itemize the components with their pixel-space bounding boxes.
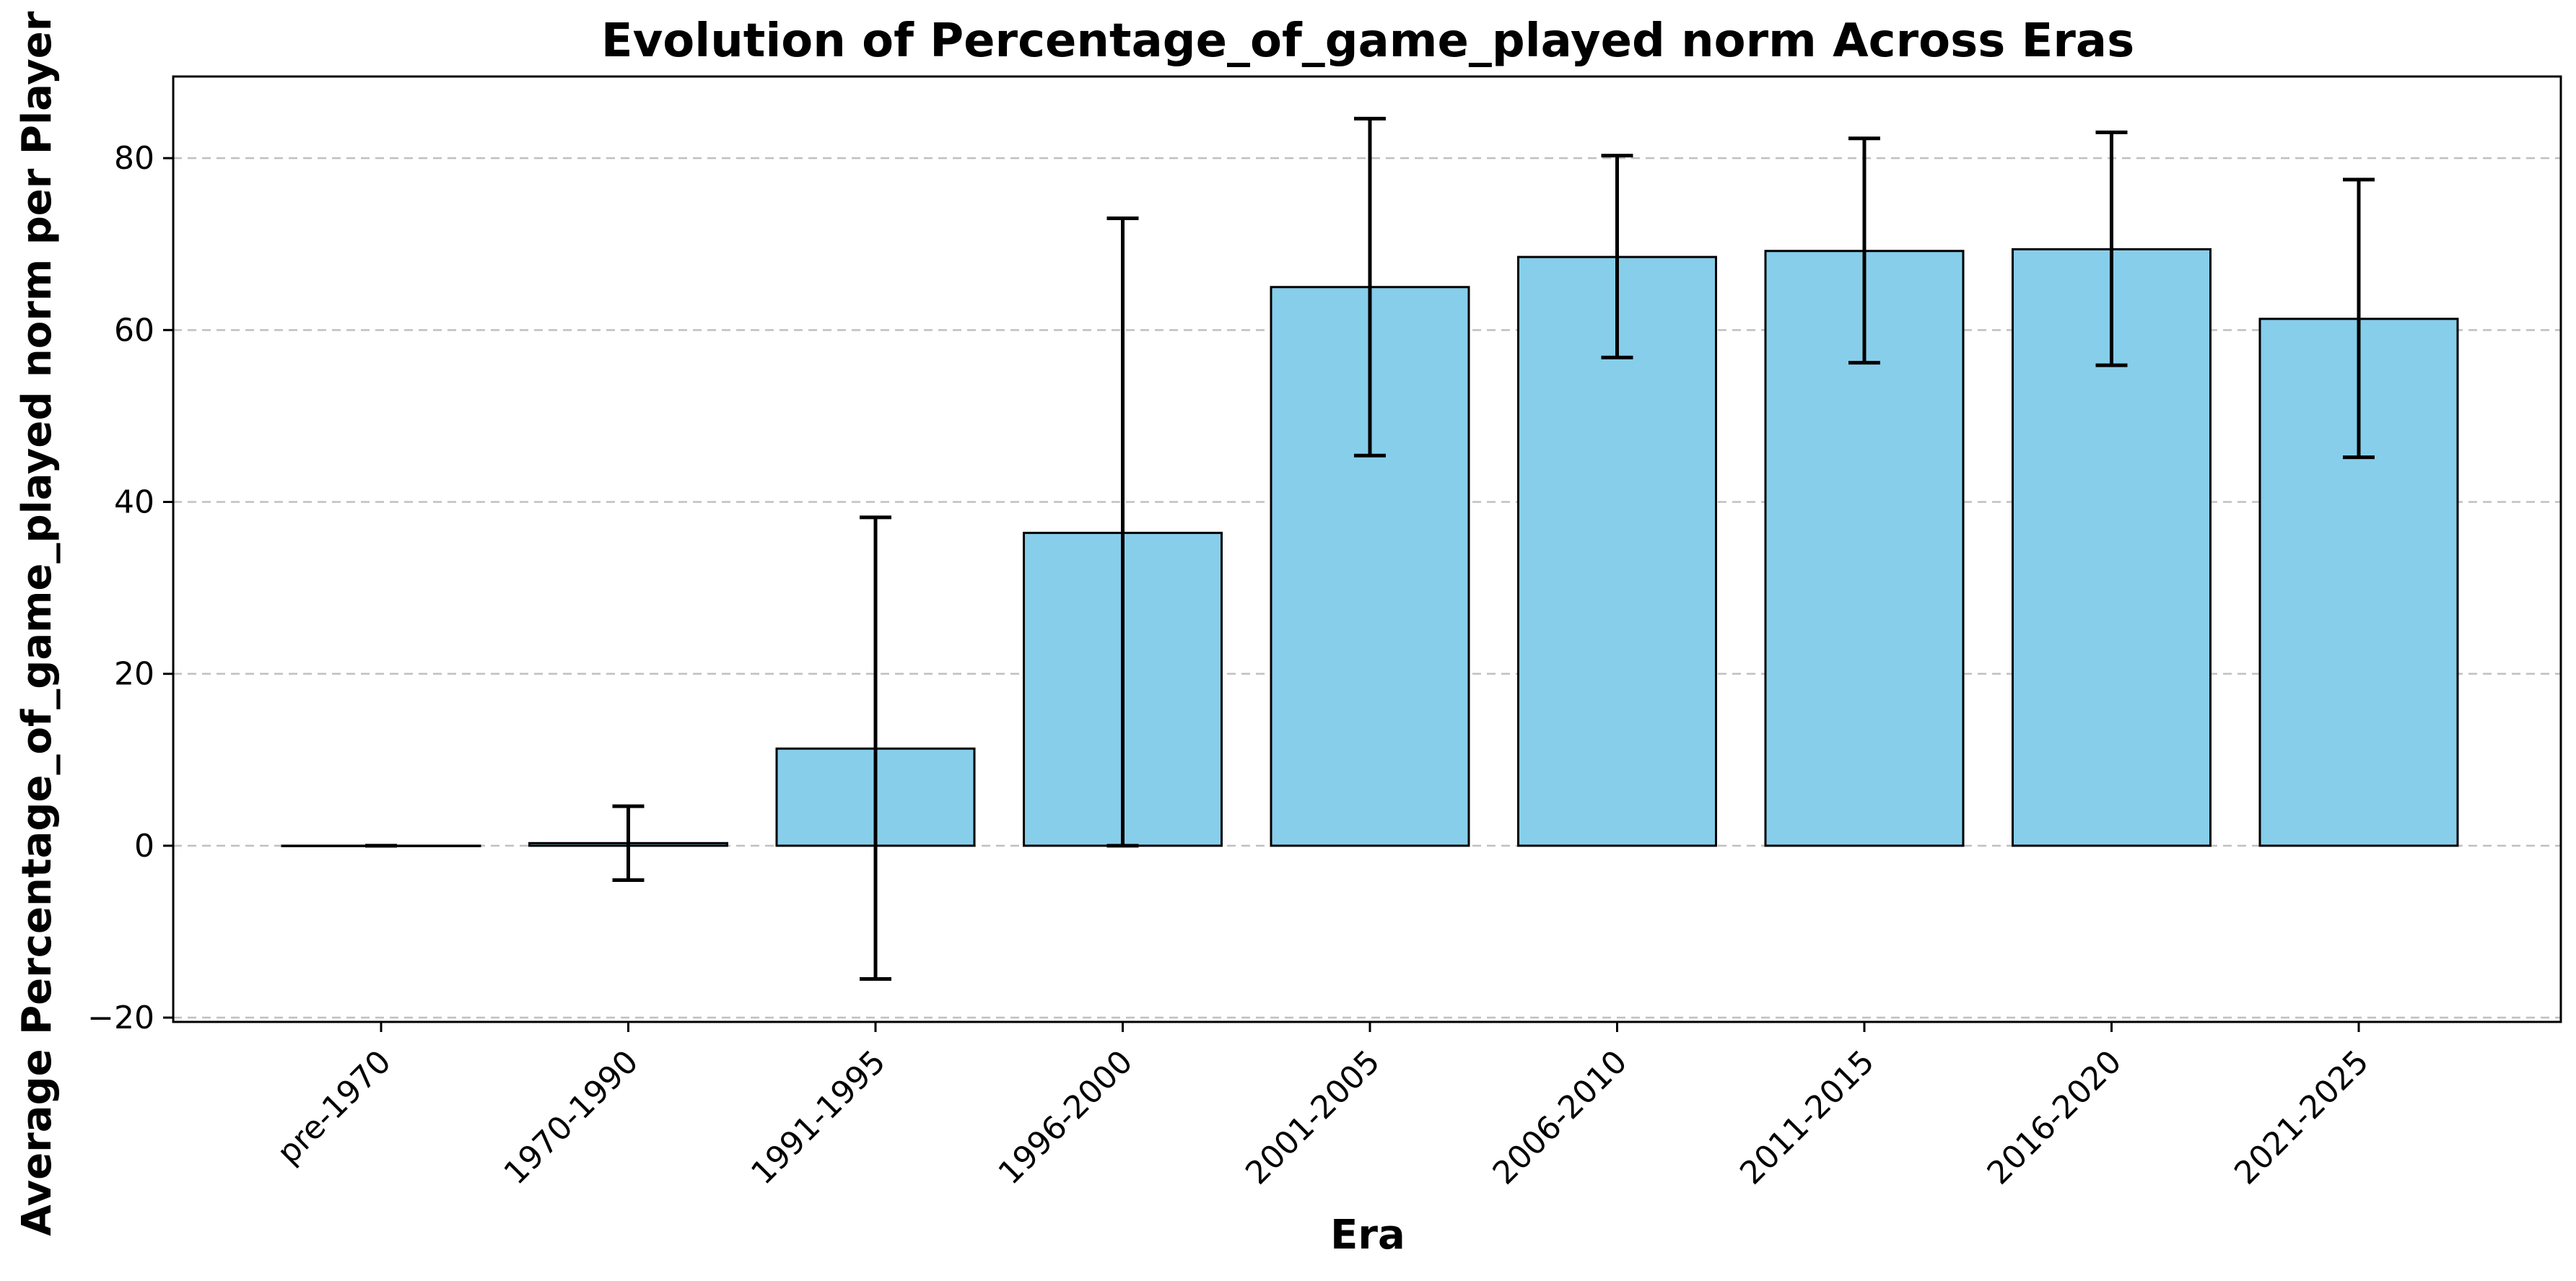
y-tick-label: 60	[114, 312, 154, 349]
y-tick-label: 0	[134, 828, 154, 865]
y-tick-label: 80	[114, 140, 154, 177]
plot-frame	[172, 75, 2562, 1023]
y-axis-label: Average Percentage_of_game_played norm p…	[14, 0, 61, 1236]
y-tick-label: 20	[114, 656, 154, 693]
chart-title: Evolution of Percentage_of_game_played n…	[601, 14, 2134, 68]
error-bars	[365, 116, 2375, 981]
y-axis-ticks: −20 0 20 40 60 80	[87, 140, 173, 1036]
x-axis-label: Era	[1330, 1212, 1405, 1259]
y-tick-label: −20	[87, 1000, 154, 1036]
y-tick-label: 40	[114, 484, 154, 521]
